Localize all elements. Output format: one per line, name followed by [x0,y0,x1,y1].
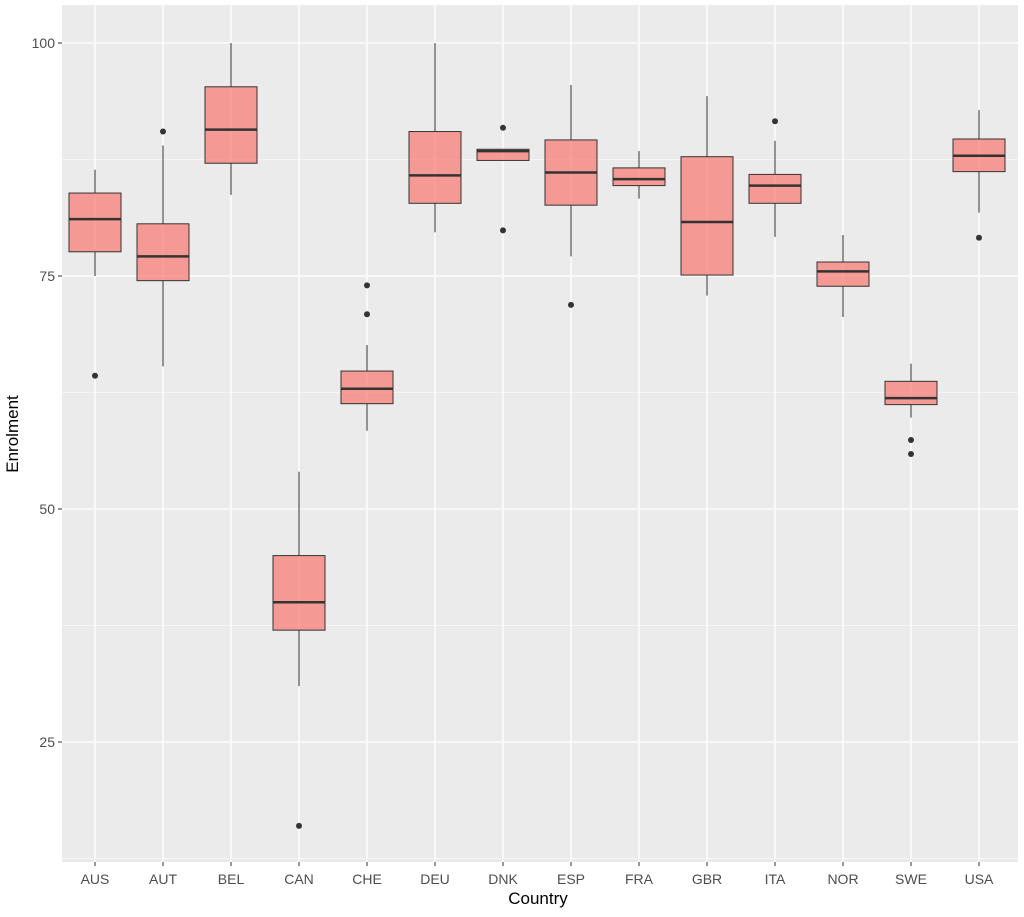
box-iqr [476,148,530,161]
box-iqr [680,156,734,276]
x-tick-label: AUS [81,871,110,887]
box-aus [68,169,122,379]
box-dnk [476,124,530,234]
y-tick-label: 25 [39,734,55,750]
x-tick-label: BEL [218,871,245,887]
box-iqr [136,223,190,282]
outlier-point [364,282,370,289]
x-axis-label: Country [508,889,568,908]
x-tick-label: ITA [765,871,786,887]
y-tick-label: 75 [39,268,55,284]
outlier-point [908,451,914,458]
box-deu [408,43,462,233]
boxes [68,43,1006,829]
box-ita [748,118,802,237]
x-tick-label: NOR [827,871,858,887]
box-can [272,471,326,829]
box-iqr [816,261,870,287]
x-tick-label: CAN [284,871,314,887]
y-tick-label: 50 [39,501,55,517]
x-tick-label: FRA [625,871,654,887]
x-tick-label: AUT [149,871,177,887]
box-iqr [884,380,938,406]
outlier-point [976,234,982,241]
box-che [340,282,394,431]
box-fra [612,151,666,199]
box-gbr [680,96,734,296]
x-tick-label: ESP [557,871,585,887]
x-tick-label: SWE [895,871,927,887]
box-iqr [408,131,462,204]
outlier-point [296,822,302,829]
x-tick-label: CHE [352,871,382,887]
box-iqr [748,173,802,204]
box-esp [544,84,598,308]
box-iqr [272,555,326,631]
outlier-point [364,311,370,318]
box-iqr [204,86,258,164]
box-swe [884,363,938,458]
box-iqr [340,370,394,405]
box-iqr [612,167,666,187]
outlier-point [908,437,914,444]
box-bel [204,43,258,195]
x-tick-label: USA [965,871,994,887]
outlier-point [160,128,166,135]
y-tick-label: 100 [32,35,56,51]
x-tick-label: DNK [488,871,518,887]
outlier-point [92,372,98,379]
x-tick-label: DEU [420,871,450,887]
box-aut [136,128,190,367]
box-usa [952,110,1006,241]
x-tick-label: GBR [692,871,722,887]
box-nor [816,234,870,318]
outlier-point [500,124,506,131]
box-iqr [68,192,122,253]
outlier-point [568,301,574,308]
y-axis-ticks: 25 50 75 100 [32,35,62,750]
outlier-point [500,227,506,234]
x-axis-ticks: AUS AUT BEL CAN CHE DEU DNK ESP FRA GBR ITA NOR SWE U… [81,862,994,887]
y-axis-label: Enrolment [3,395,22,473]
outlier-point [772,118,778,125]
